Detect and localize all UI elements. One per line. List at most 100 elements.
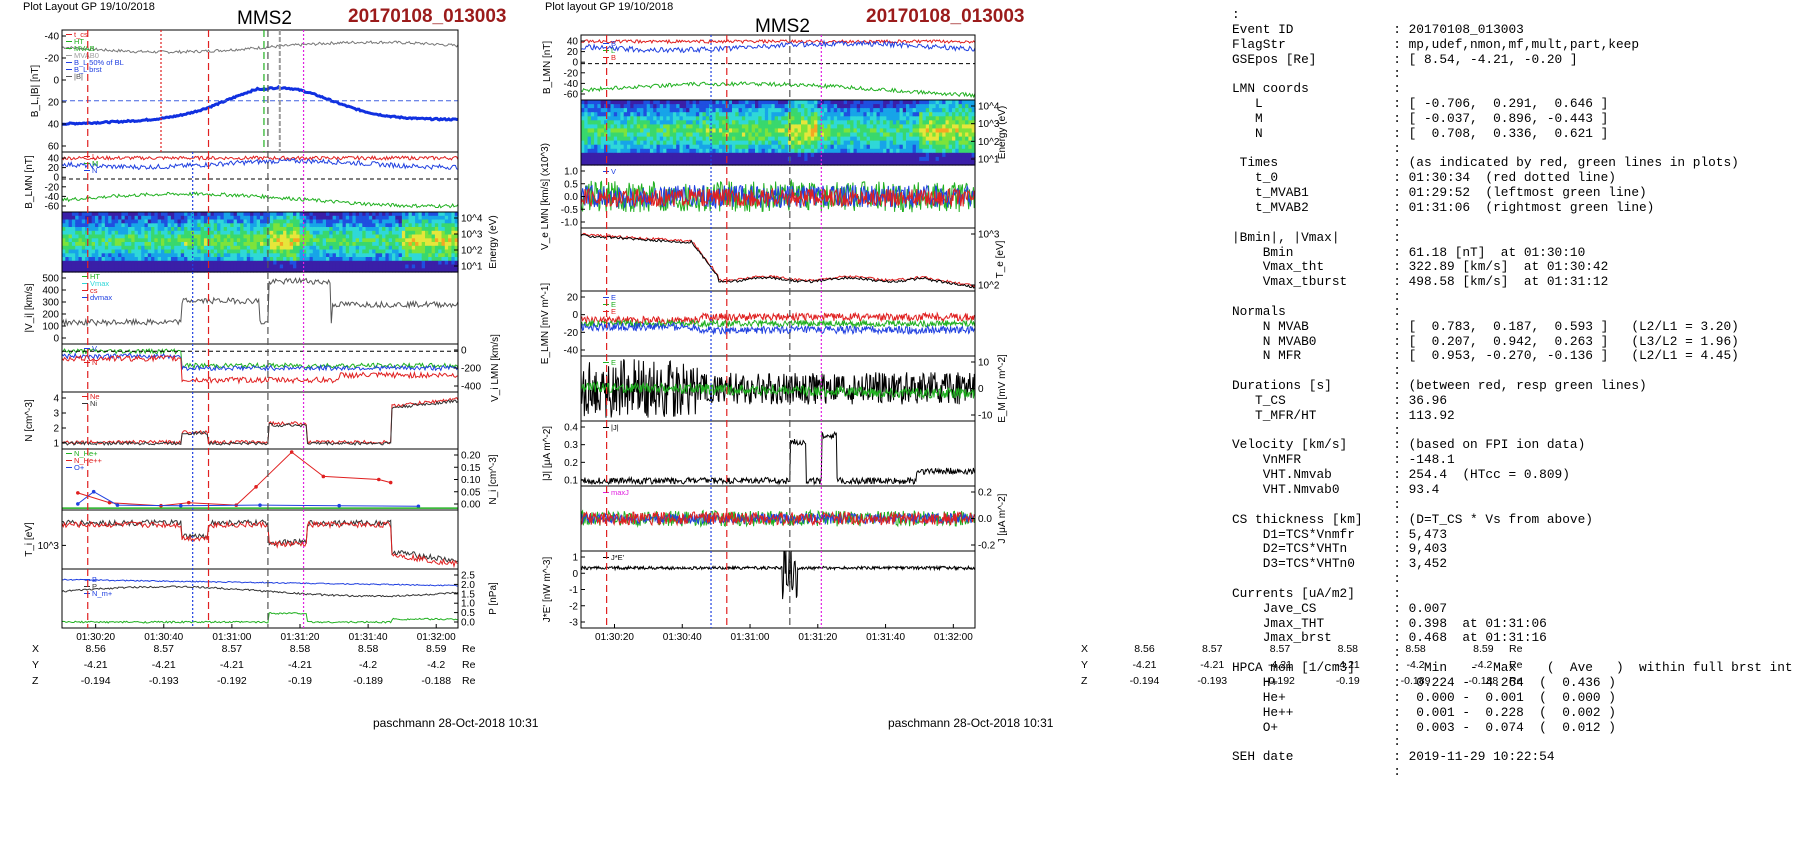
spectrogram-cell [604,100,608,105]
spectrogram-cell [833,124,838,130]
spectrogram-cell [293,234,297,239]
spectrogram-cell [302,253,307,258]
spectrogram-cell [833,112,838,117]
spectrogram-cell [876,120,881,125]
spectrogram-cell [157,245,162,251]
spectrogram-cell [794,124,799,130]
spectrogram-cell [899,156,904,162]
spectrogram-cell [88,223,93,228]
spectrogram-cell [309,257,314,262]
spectrogram-cell [137,245,142,251]
spectrogram-cell [164,264,169,269]
spectrogram-cell [385,264,390,269]
spectrogram-cell [879,112,884,117]
spectrogram-cell [912,160,917,166]
spectrogram-cell [418,227,423,232]
spectrogram-cell [692,116,697,121]
spectrogram-cell [141,223,146,228]
spectrogram-cell [948,104,953,109]
spectrogram-cell [725,140,730,146]
spectrogram-cell [833,128,838,134]
spectrogram-cell [246,260,251,266]
spectrogram-cell [319,245,324,251]
position-row-label: Z [1081,675,1088,687]
spectrogram-cell [814,116,818,121]
spectrogram-cell [240,257,245,262]
spectrogram-cell [203,212,208,217]
spectrogram-cell [915,124,920,130]
spectrogram-cell [636,100,641,105]
spectrogram-cell [88,234,93,239]
spectrogram-cell [627,112,631,117]
spectrogram-cell [827,108,832,113]
spectrogram-cell [187,268,192,273]
spectrogram-cell [879,120,884,125]
spectrogram-cell [134,264,139,269]
spectrogram-cell [269,242,274,247]
spectrogram-cell [630,116,635,121]
spectrogram-cell [104,257,109,262]
spectrogram-cell [302,245,307,251]
spectrogram-cell [233,230,238,236]
spectrogram-cell [408,253,413,258]
spectrogram-cell [830,124,835,130]
spectrogram-cell [174,253,179,258]
spectrogram-cell [837,148,841,154]
spectrogram-cell [807,104,812,109]
spectrogram-cell [892,136,897,142]
spectrogram-cell [791,104,795,109]
spectrogram-cell [365,268,370,273]
spectrogram-cell [339,238,344,243]
spectrogram-cell [718,120,723,125]
spectrogram-cell [961,144,966,150]
spectrogram-cell [925,132,930,138]
spectrogram-cell [220,268,225,273]
spectrogram-cell [111,242,116,247]
spectrogram-cell [68,223,73,228]
spectrogram-cell [365,242,370,247]
spectrogram-cell [771,132,776,138]
spectrogram-cell [906,128,910,134]
spectrogram-cell [810,108,815,113]
spectrogram-cell [207,260,212,266]
spectrogram-cell [230,242,235,247]
spectrogram-cell [164,230,169,236]
spectrogram-cell [594,116,598,121]
spectrogram-cell [824,104,828,109]
spectrogram-cell [672,144,677,150]
spectrogram-cell [715,120,720,125]
spectrogram-cell [689,116,694,121]
spectrogram-cell [385,238,390,243]
spectrogram-cell [227,223,231,228]
position-value: 8.59 [426,643,447,655]
spectrogram-cell [180,260,185,266]
ion-energy-spectrogram [62,212,459,273]
spectrogram-cell [659,104,664,109]
spectrogram-cell [256,212,261,217]
spectrogram-cell [735,132,740,138]
spectrogram-cell [223,223,228,228]
spectrogram-cell [131,253,136,258]
spectrogram-cell [610,124,615,130]
spectrogram-cell [101,268,106,273]
spectrogram-cell [892,124,897,130]
spectrogram-cell [210,212,215,217]
spectrogram-cell [81,238,86,243]
spectrogram-cell [948,120,953,125]
spectrogram-cell [392,268,396,273]
spectrogram-cell [824,132,828,138]
spectrogram-cell [804,104,809,109]
spectrogram-cell [640,132,644,138]
spectrogram-cell [955,140,960,146]
spectrogram-cell [147,245,152,251]
spectrogram-cell [398,264,403,269]
spectrogram-cell [78,227,83,232]
spectrogram-cell [686,156,690,162]
spectrogram-cell [200,227,205,232]
spectrogram-cell [748,100,753,105]
spectrogram-cell [778,148,782,154]
spectrogram-cell [418,230,423,236]
spectrogram-cell [454,223,459,228]
spectrogram-cell [359,242,363,247]
spectrogram-cell [695,128,700,134]
